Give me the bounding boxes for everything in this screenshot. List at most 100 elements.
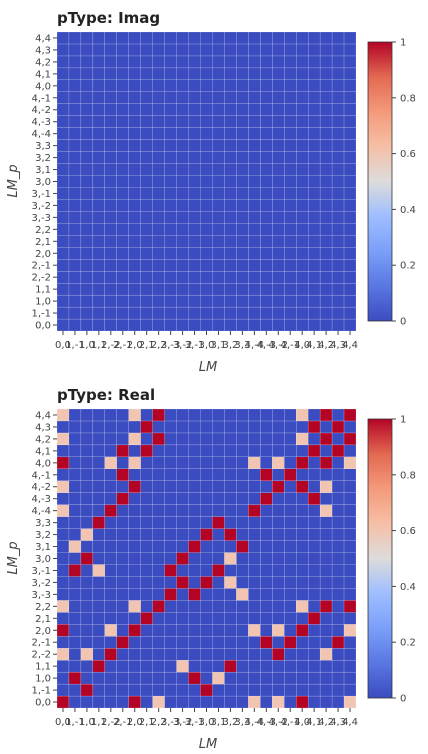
heatmap-cell: [164, 318, 177, 332]
heatmap-cell: [212, 175, 225, 188]
heatmap-cell: [164, 43, 177, 57]
heatmap-cell: [236, 540, 249, 553]
heatmap-cell: [260, 408, 273, 422]
heatmap-cell: [104, 540, 117, 553]
heatmap-cell: [176, 648, 189, 661]
heatmap-cell: [212, 624, 225, 637]
heatmap-cell: [176, 671, 189, 685]
heatmap-cell: [188, 516, 201, 529]
heatmap-cell: [200, 43, 213, 57]
heatmap-cell: [92, 103, 106, 116]
heatmap-cell: [272, 504, 285, 517]
heatmap-cell: [331, 259, 345, 272]
heatmap-cell: [296, 564, 309, 577]
heatmap-cell: [212, 636, 225, 649]
heatmap-cell: [116, 55, 129, 69]
x-tick-label: 3,2: [222, 717, 238, 728]
heatmap-cell: [164, 480, 177, 493]
heatmap-cell: [68, 223, 82, 236]
heatmap-cell: [343, 456, 357, 469]
heatmap-cell: [343, 492, 357, 505]
heatmap-cell: [116, 624, 129, 637]
heatmap-cell: [200, 659, 213, 673]
heatmap-cell: [248, 79, 261, 92]
heatmap-cell: [164, 282, 177, 296]
heatmap-cell: [260, 671, 273, 685]
heatmap-cell: [56, 588, 70, 601]
heatmap-cell: [56, 480, 70, 493]
heatmap-cell: [188, 79, 201, 92]
heatmap-cell: [164, 211, 177, 224]
heatmap-cell: [92, 612, 106, 625]
heatmap-cell: [188, 695, 201, 709]
heatmap-cell: [236, 420, 249, 434]
heatmap-cell: [284, 318, 297, 332]
heatmap-cell: [212, 408, 225, 422]
colorbar-tick-label: 1: [400, 38, 406, 49]
heatmap-cell: [104, 624, 117, 637]
heatmap-cell: [116, 115, 129, 128]
heatmap-cell: [343, 318, 357, 332]
heatmap-cell: [92, 683, 106, 697]
heatmap-cell: [331, 612, 345, 625]
heatmap-cell: [92, 540, 106, 553]
heatmap-cell: [284, 79, 297, 92]
heatmap-cell: [176, 432, 189, 446]
heatmap-cell: [128, 43, 141, 57]
heatmap-cell: [307, 683, 321, 697]
heatmap-cell: [224, 235, 237, 248]
heatmap-cell: [104, 659, 117, 673]
heatmap-cell: [164, 552, 177, 565]
heatmap-cell: [212, 695, 225, 709]
heatmap-cell: [343, 516, 357, 529]
heatmap-cell: [92, 528, 106, 541]
heatmap-cell: [188, 318, 201, 332]
heatmap-cell: [200, 318, 213, 332]
heatmap-cell: [307, 588, 321, 601]
heatmap-cell: [319, 528, 333, 541]
heatmap-cell: [260, 468, 273, 481]
heatmap-cell: [284, 588, 297, 601]
heatmap-cell: [128, 247, 141, 260]
heatmap-cell: [68, 211, 82, 224]
heatmap-cell: [152, 31, 165, 45]
y-tick-label: 4,3: [35, 422, 51, 433]
heatmap-cell: [116, 306, 129, 320]
heatmap-cell: [200, 31, 213, 45]
heatmap-cell: [236, 151, 249, 164]
heatmap-cell: [272, 306, 285, 320]
heatmap-cell: [284, 211, 297, 224]
heatmap-cell: [128, 456, 141, 469]
heatmap-cell: [116, 444, 129, 458]
x-tick-label: 0,0: [55, 340, 71, 351]
heatmap-cell: [116, 175, 129, 188]
heatmap-cell: [200, 420, 213, 434]
heatmap-cell: [248, 187, 261, 200]
heatmap-cell: [68, 139, 82, 152]
heatmap-cell: [212, 564, 225, 577]
heatmap-cell: [236, 282, 249, 296]
heatmap-cell: [284, 235, 297, 248]
heatmap-cell: [140, 564, 153, 577]
heatmap-cell: [284, 163, 297, 176]
heatmap-cell: [80, 552, 94, 565]
heatmap-cell: [188, 259, 201, 272]
heatmap-cell: [116, 683, 129, 697]
heatmap-cell: [272, 444, 285, 458]
heatmap-cell: [272, 43, 285, 57]
heatmap-cell: [80, 648, 94, 661]
heatmap-cell: [296, 151, 309, 164]
heatmap-cell: [343, 67, 357, 81]
heatmap-cell: [140, 456, 153, 469]
heatmap-cell: [272, 31, 285, 45]
heatmap-cell: [284, 115, 297, 128]
heatmap-cell: [284, 420, 297, 434]
heatmap-cell: [319, 648, 333, 661]
heatmap-cell: [80, 223, 94, 236]
heatmap-cell: [188, 55, 201, 69]
heatmap-cell: [68, 306, 82, 320]
heatmap-cell: [200, 600, 213, 613]
y-tick-label: 4,0: [35, 458, 51, 469]
heatmap-cell: [319, 175, 333, 188]
heatmap-cell: [200, 636, 213, 649]
